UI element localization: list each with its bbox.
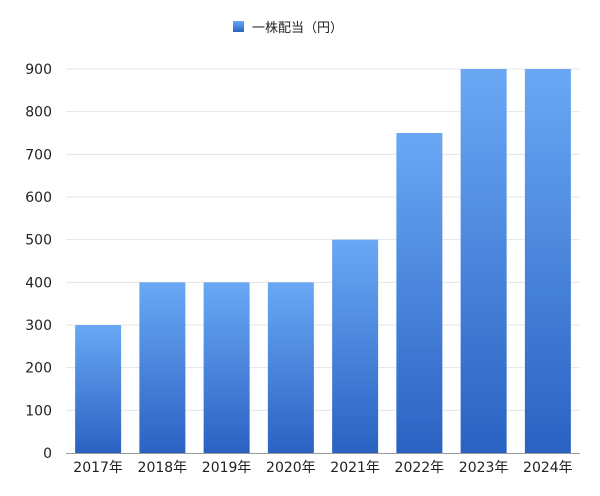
x-category-label: 2021年 [330,460,380,476]
x-category-label: 2017年 [73,460,123,476]
x-category-label: 2023年 [459,460,509,476]
y-tick-label: 900 [25,62,52,78]
y-tick-label: 800 [25,105,52,121]
y-axis-tick-labels: 0 100 200 300 400 500 600 700 800 900 [25,62,52,462]
y-tick-label: 300 [25,318,52,334]
y-tick-label: 700 [25,147,52,163]
bar-2022年 [396,133,443,453]
x-category-label: 2024年 [523,460,573,476]
bar-2017年 [75,325,122,453]
legend: 一株配当（円） [233,21,343,36]
legend-swatch [233,21,244,32]
y-tick-label: 0 [43,446,52,462]
y-tick-label: 200 [25,361,52,377]
x-category-label: 2020年 [266,460,316,476]
bar-2021年 [332,239,379,453]
bar-2023年 [460,69,507,453]
x-category-label: 2019年 [202,460,252,476]
y-tick-label: 100 [25,403,52,419]
bars [75,69,571,453]
bar-2019年 [203,282,250,453]
x-category-label: 2018年 [138,460,188,476]
bar-2018年 [139,282,186,453]
y-tick-label: 400 [25,275,52,291]
x-axis-category-labels: 2017年 2018年 2019年 2020年 2021年 2022年 2023年 2024年 [73,460,572,476]
y-tick-label: 600 [25,190,52,206]
bar-2024年 [524,69,571,453]
x-category-label: 2022年 [395,460,445,476]
y-tick-label: 500 [25,233,52,249]
legend-label: 一株配当（円） [252,21,343,36]
bar-2020年 [267,282,314,453]
